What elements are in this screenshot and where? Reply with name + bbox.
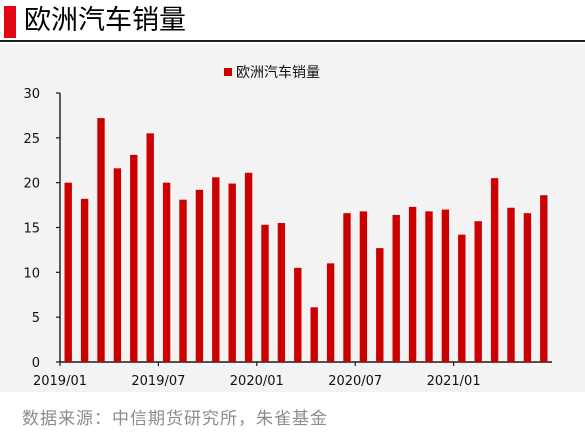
title-divider (0, 40, 585, 42)
bar-2019-05 (130, 154, 138, 362)
legend-label: 欧洲汽车销量 (236, 64, 320, 81)
x-tick-label-2019-07: 2019/07 (131, 374, 185, 389)
bar-2020-06 (343, 213, 351, 362)
bar-2020-04 (310, 307, 318, 362)
bar-2019-06 (146, 133, 154, 362)
bar-2021-06 (540, 195, 548, 362)
bar-2019-07 (162, 182, 171, 362)
bar-2019-11 (228, 183, 236, 362)
bar-2021-02 (474, 221, 482, 362)
bar-2021-05 (523, 213, 532, 362)
bar-2021-04 (507, 207, 515, 362)
bar-2020-05 (326, 263, 335, 362)
bar-2019-09 (195, 189, 204, 362)
bar-2021-03 (490, 178, 499, 362)
bar-2020-07 (359, 211, 368, 362)
x-tick-label-2020-07: 2020/07 (328, 374, 382, 389)
bar-2021-01 (458, 234, 466, 362)
bar-2019-10 (212, 177, 220, 362)
y-tick-label-30: 30 (23, 87, 40, 102)
x-tick-label-2019-01: 2019/01 (33, 374, 87, 389)
y-tick-label-10: 10 (23, 266, 40, 281)
bar-2019-08 (179, 199, 187, 362)
bar-2019-02 (80, 198, 89, 362)
bar-2020-12 (441, 209, 450, 362)
bar-chart: 欧洲汽车销量 0 5 10 15 20 25 30 2019/01 2019/07 2020/01 2… (23, 64, 552, 389)
page-title: 欧洲汽车销量 (24, 5, 186, 36)
title-accent-block (4, 6, 16, 38)
bar-2019-12 (244, 172, 253, 362)
chart-panel: 欧洲汽车销量 0 5 10 15 20 25 30 2019/01 2019/07 2020/01 2… (0, 44, 585, 392)
bar-2019-04 (113, 168, 122, 362)
bar-2020-10 (408, 206, 417, 362)
bar-2020-11 (425, 211, 433, 362)
bar-2019-03 (97, 118, 105, 362)
y-tick-label-15: 15 (23, 222, 40, 237)
bar-2020-03 (294, 267, 302, 362)
bar-2020-08 (376, 248, 384, 362)
title-bar: 欧洲汽车销量 (0, 0, 585, 40)
x-tick-label-2021-01: 2021/01 (427, 374, 481, 389)
y-tick-label-0: 0 (32, 356, 40, 371)
x-tick-label-2020-01: 2020/01 (230, 374, 284, 389)
legend-swatch (224, 68, 232, 76)
y-tick-label-5: 5 (32, 311, 40, 326)
bar-2020-09 (392, 214, 400, 362)
bar-2020-01 (261, 224, 269, 362)
y-tick-label-25: 25 (23, 132, 40, 147)
y-tick-label-20: 20 (23, 177, 40, 192)
data-source-note: 数据来源：中信期货研究所，朱雀基金 (22, 409, 328, 429)
bar-2019-01 (64, 182, 72, 362)
bar-2020-02 (277, 223, 286, 362)
